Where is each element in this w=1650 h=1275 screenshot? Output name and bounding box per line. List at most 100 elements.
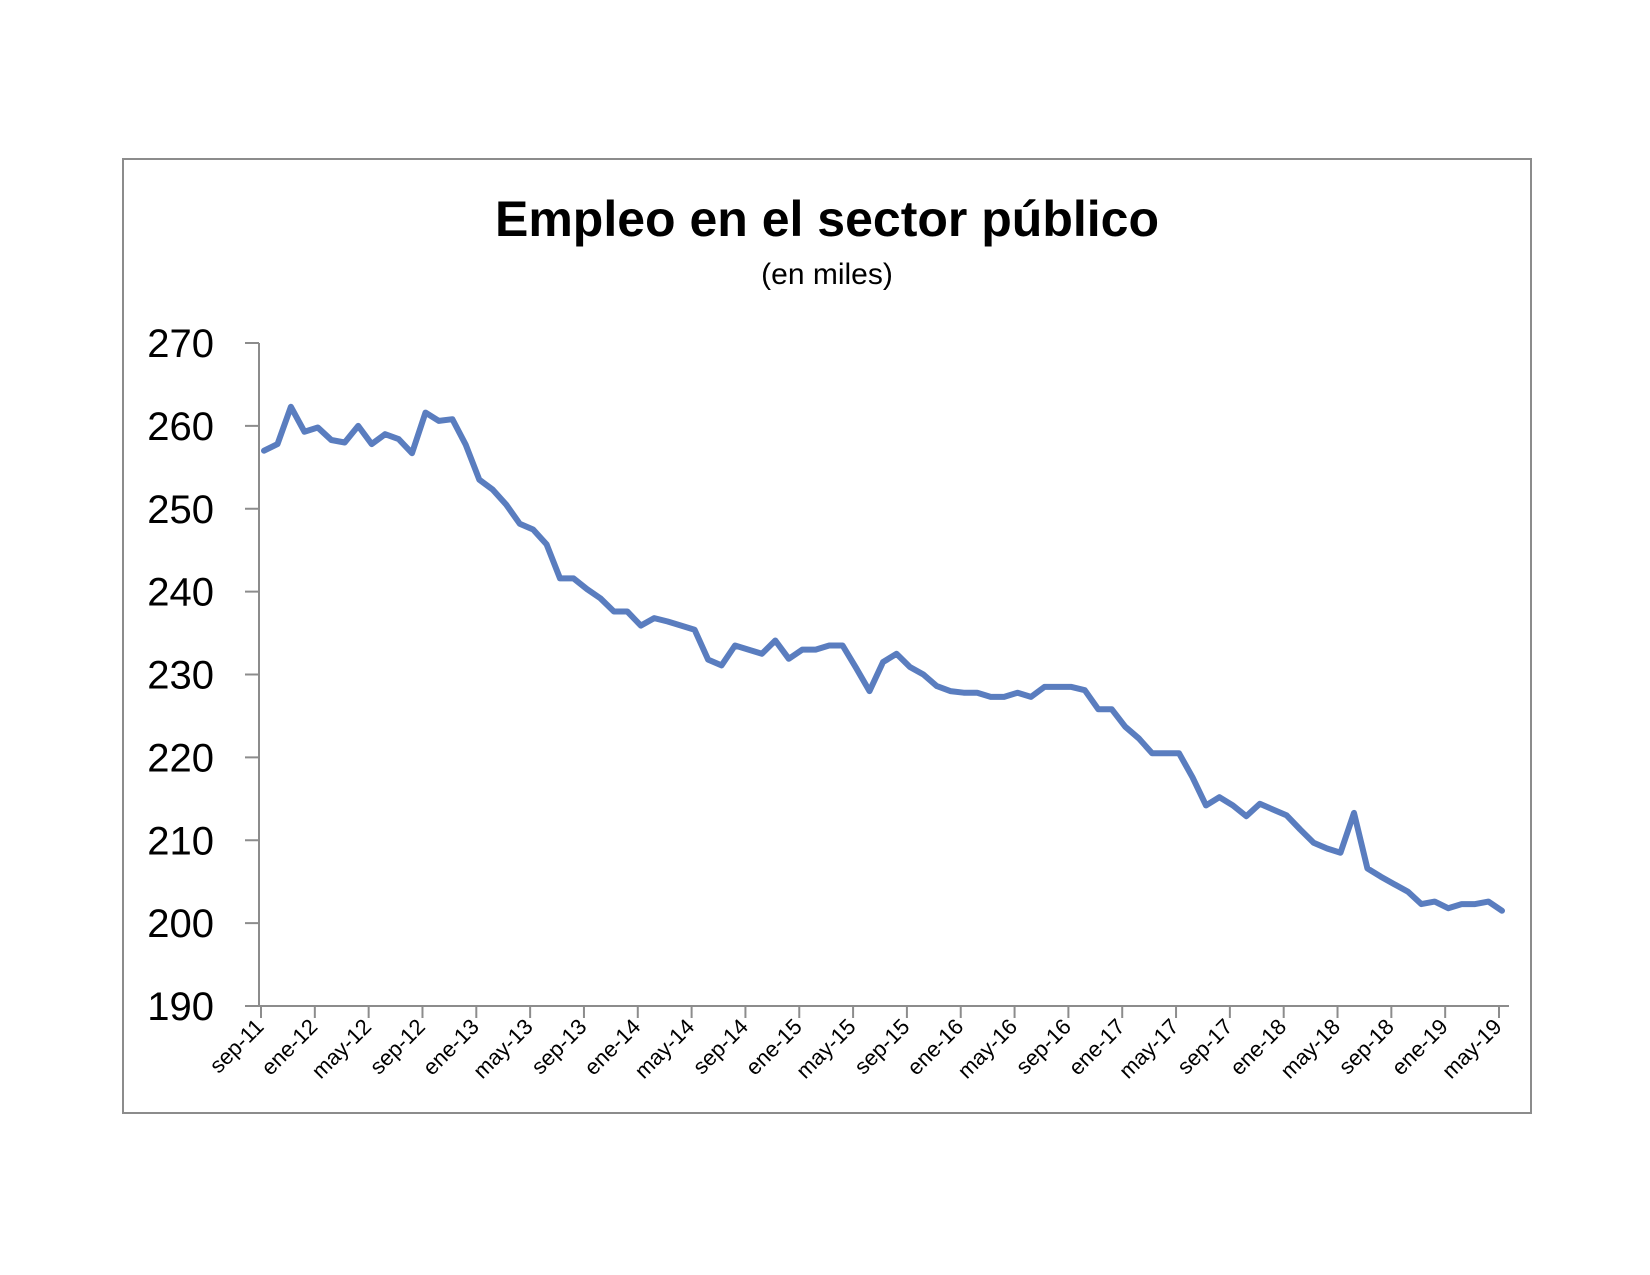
x-tick-label: sep-13 xyxy=(526,1014,591,1079)
data-point xyxy=(1002,694,1007,699)
data-point xyxy=(1486,899,1491,904)
data-point xyxy=(665,619,670,624)
data-point xyxy=(638,623,643,628)
chart-subtitle: (en miles) xyxy=(761,258,893,291)
data-point xyxy=(1459,902,1464,907)
data-point xyxy=(410,451,415,456)
data-point xyxy=(1015,690,1020,695)
y-tick-label: 220 xyxy=(147,736,214,780)
data-point xyxy=(1123,724,1128,729)
data-point xyxy=(692,627,697,632)
data-point xyxy=(679,623,684,628)
data-point xyxy=(975,690,980,695)
data-point xyxy=(585,587,590,592)
data-point xyxy=(450,417,455,422)
data-point xyxy=(1069,684,1074,689)
x-tick-label: may-19 xyxy=(1437,1014,1507,1084)
x-tick-label: may-15 xyxy=(791,1014,861,1084)
data-point xyxy=(786,656,791,661)
y-tick-label: 260 xyxy=(147,405,214,449)
data-point xyxy=(262,448,267,453)
data-point xyxy=(773,638,778,643)
data-point xyxy=(329,438,334,443)
data-point xyxy=(1419,902,1424,907)
data-point xyxy=(611,609,616,614)
x-tick-label: sep-18 xyxy=(1334,1014,1399,1079)
data-point xyxy=(1405,889,1410,894)
data-point xyxy=(1271,807,1276,812)
data-point xyxy=(1244,814,1249,819)
data-point xyxy=(275,442,280,447)
data-point xyxy=(961,690,966,695)
data-point xyxy=(1257,801,1262,806)
data-point xyxy=(948,689,953,694)
data-point xyxy=(907,665,912,670)
x-tick-label: sep-17 xyxy=(1172,1014,1237,1079)
data-point xyxy=(800,647,805,652)
x-tick-label: sep-15 xyxy=(849,1014,914,1079)
data-point xyxy=(356,423,361,428)
x-tick-label: may-18 xyxy=(1276,1014,1346,1084)
data-point xyxy=(1096,707,1101,712)
data-point xyxy=(544,542,549,547)
data-point xyxy=(1432,899,1437,904)
data-point xyxy=(854,665,859,670)
chart-title: Empleo en el sector público xyxy=(494,191,1160,247)
data-point xyxy=(369,442,374,447)
data-point xyxy=(477,477,482,482)
data-point xyxy=(396,437,401,442)
data-point xyxy=(1392,882,1397,887)
data-point xyxy=(1217,795,1222,800)
data-point xyxy=(1446,906,1451,911)
data-point xyxy=(867,689,872,694)
data-point xyxy=(463,442,468,447)
data-point xyxy=(1500,908,1505,913)
data-point xyxy=(383,432,388,437)
x-tick-label: may-14 xyxy=(630,1014,700,1084)
data-point xyxy=(1082,688,1087,693)
data-point xyxy=(1163,751,1168,756)
data-point xyxy=(1029,694,1034,699)
data-point xyxy=(746,647,751,652)
data-point xyxy=(1190,775,1195,780)
x-tick-label: may-12 xyxy=(307,1014,377,1084)
data-point xyxy=(759,651,764,656)
data-point xyxy=(988,694,993,699)
y-tick-label: 230 xyxy=(147,654,214,698)
data-point xyxy=(894,651,899,656)
data-point xyxy=(733,643,738,648)
data-point xyxy=(504,502,509,507)
data-point xyxy=(1352,810,1357,815)
data-point xyxy=(1325,846,1330,851)
series-line xyxy=(261,403,1505,914)
y-tick-label: 240 xyxy=(147,571,214,615)
data-point xyxy=(558,576,563,581)
data-point xyxy=(423,410,428,415)
x-tick-label: may-16 xyxy=(953,1014,1023,1084)
data-point xyxy=(517,521,522,526)
data-point xyxy=(1230,803,1235,808)
data-point xyxy=(1150,751,1155,756)
data-point xyxy=(1284,813,1289,818)
data-point xyxy=(840,643,845,648)
data-point xyxy=(706,657,711,662)
data-point xyxy=(1177,751,1182,756)
y-tick-label: 250 xyxy=(147,488,214,532)
data-point xyxy=(1042,684,1047,689)
data-point xyxy=(921,672,926,677)
data-point xyxy=(490,487,495,492)
data-point xyxy=(531,527,536,532)
line-chart: 190200210220230240250260270sep-11ene-12m… xyxy=(147,322,1509,1084)
data-point xyxy=(315,425,320,430)
y-tick-label: 190 xyxy=(147,985,214,1029)
chart-frame: Empleo en el sector público (en miles) 1… xyxy=(122,158,1532,1114)
data-point xyxy=(934,684,939,689)
x-tick-label: may-17 xyxy=(1114,1014,1184,1084)
data-point xyxy=(1204,803,1209,808)
y-tick-label: 210 xyxy=(147,819,214,863)
data-point xyxy=(1365,866,1370,871)
data-point xyxy=(1378,874,1383,879)
data-point xyxy=(827,643,832,648)
data-point xyxy=(302,429,307,434)
data-point xyxy=(652,616,657,621)
